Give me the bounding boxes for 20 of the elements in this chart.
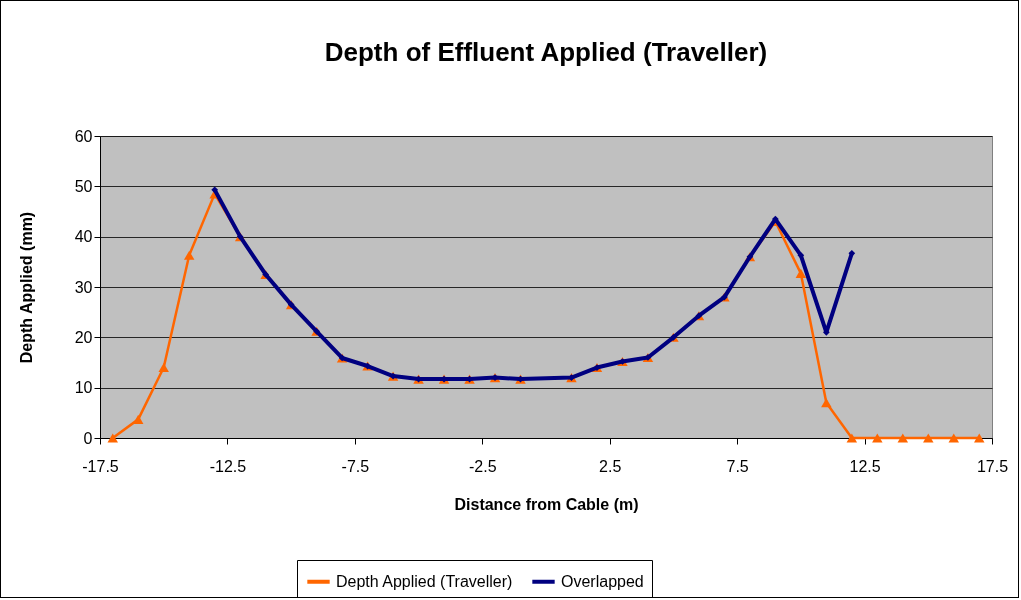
y-tick-label: 10 <box>74 379 93 397</box>
x-tick-label: 7.5 <box>726 457 749 475</box>
x-axis-title: Distance from Cable (m) <box>454 495 639 513</box>
y-tick-label: 40 <box>74 228 93 246</box>
legend-label: Overlapped <box>561 572 644 590</box>
y-tick-label: 20 <box>74 328 93 346</box>
x-tick-label: 2.5 <box>599 457 622 475</box>
chart-title: Depth of Effluent Applied (Traveller) <box>324 37 768 67</box>
y-tick-label: 0 <box>83 429 93 447</box>
x-tick-label: 12.5 <box>849 457 881 475</box>
x-tick-label: -12.5 <box>209 457 247 475</box>
legend-label: Depth Applied (Traveller) <box>336 572 513 590</box>
x-tick-label: -2.5 <box>469 457 497 475</box>
x-tick-label: -17.5 <box>82 457 119 475</box>
x-tick-label: -7.5 <box>341 457 370 475</box>
y-tick-label: 30 <box>74 278 93 296</box>
y-tick-label: 50 <box>74 177 93 195</box>
y-tick-label: 60 <box>74 127 93 145</box>
y-axis-title: Depth Applied (mm) <box>17 211 35 364</box>
x-tick-label: 17.5 <box>976 457 1009 475</box>
